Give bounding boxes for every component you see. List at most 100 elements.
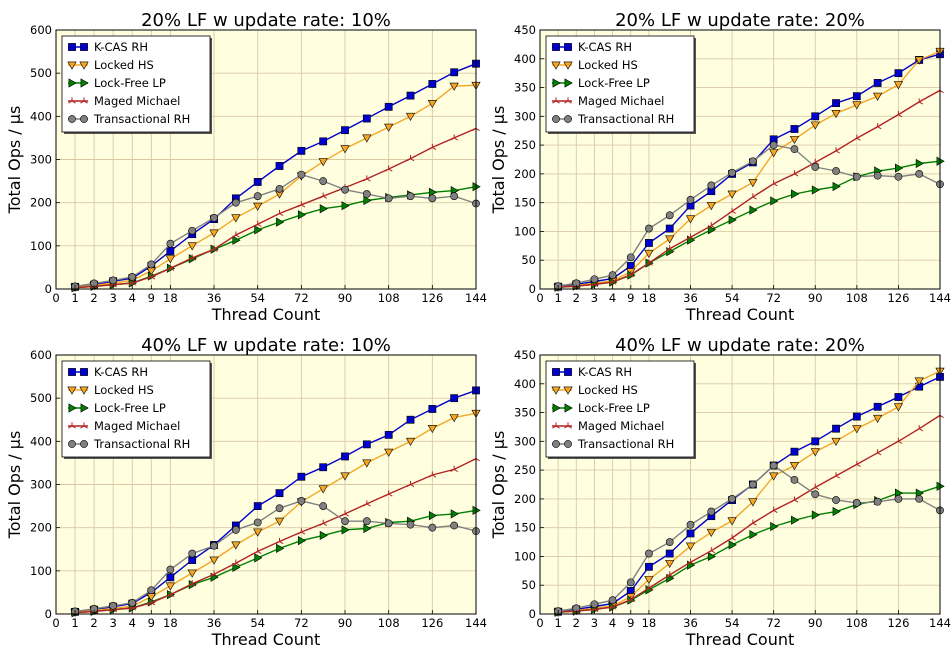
legend-marker xyxy=(564,78,573,88)
data-point xyxy=(608,278,617,285)
data-point xyxy=(789,462,800,471)
legend-marker xyxy=(564,97,572,104)
data-point xyxy=(297,201,306,208)
data-point xyxy=(686,529,695,538)
data-point xyxy=(749,193,757,200)
data-point xyxy=(428,405,437,413)
data-point xyxy=(707,225,717,235)
chart-panel: 0 1 2 3 4 9 18 36 54 72 90 108 126 144050100150200250… xyxy=(489,10,951,324)
y-tick-label: 500 xyxy=(30,391,52,405)
data-point xyxy=(626,596,635,603)
data-point xyxy=(832,181,841,192)
data-point xyxy=(253,518,262,527)
data-point xyxy=(749,529,758,540)
x-axis-label: Thread Count xyxy=(685,630,795,649)
data-point xyxy=(319,177,328,185)
data-point xyxy=(832,147,840,154)
x-tick-label: 0 xyxy=(536,616,543,630)
y-tick-label: 200 xyxy=(30,196,52,210)
data-point xyxy=(188,226,197,235)
data-point xyxy=(147,599,156,606)
data-point xyxy=(811,483,820,490)
x-tick-label: 54 xyxy=(250,291,265,305)
data-point xyxy=(832,424,840,433)
x-tick-label: 144 xyxy=(929,616,951,630)
x-tick-label: 144 xyxy=(929,291,951,305)
data-point xyxy=(253,220,262,227)
legend-marker xyxy=(564,403,573,413)
data-point xyxy=(665,559,675,569)
data-point xyxy=(832,99,840,107)
data-point xyxy=(210,245,218,252)
data-point xyxy=(727,517,737,526)
x-tick-label: 90 xyxy=(338,616,353,630)
chart-title: 20% LF w update rate: 20% xyxy=(615,10,865,31)
data-point xyxy=(297,210,307,220)
y-tick-label: 200 xyxy=(514,167,536,181)
data-point xyxy=(811,490,820,499)
x-tick-label: 90 xyxy=(808,291,823,305)
legend-marker xyxy=(80,97,88,104)
data-point xyxy=(706,528,716,537)
y-tick-label: 100 xyxy=(30,564,52,578)
y-tick-label: 300 xyxy=(514,434,536,448)
x-tick-label: 3 xyxy=(591,291,598,305)
data-point xyxy=(749,205,758,215)
data-point xyxy=(608,603,617,610)
data-point xyxy=(686,520,695,529)
y-tick-label: 250 xyxy=(514,463,536,477)
data-point xyxy=(109,276,118,285)
data-point xyxy=(362,175,371,182)
data-point xyxy=(449,82,459,91)
data-point xyxy=(428,510,438,521)
legend-label: K-CAS RH xyxy=(578,40,632,54)
data-point xyxy=(187,242,197,251)
y-tick-label: 450 xyxy=(514,348,536,362)
data-point xyxy=(608,271,617,280)
data-point xyxy=(109,601,118,610)
data-point xyxy=(210,570,218,577)
legend-label: Lock-Free LP xyxy=(578,76,650,90)
data-point xyxy=(790,125,799,133)
data-point xyxy=(341,201,350,211)
legend-label: K-CAS RH xyxy=(94,365,148,379)
data-point xyxy=(590,275,599,284)
legend-marker xyxy=(68,78,77,88)
data-point xyxy=(275,162,284,170)
chart-panel: 0 1 2 3 4 9 18 36 54 72 90 108 126 144010020030040050… xyxy=(5,335,487,649)
data-point xyxy=(384,490,393,497)
data-point xyxy=(852,499,861,507)
data-point xyxy=(665,538,674,546)
data-point xyxy=(450,394,459,403)
data-point xyxy=(811,437,820,446)
x-axis-label: Thread Count xyxy=(211,305,321,324)
data-point xyxy=(362,517,371,526)
data-point xyxy=(147,260,156,269)
data-point xyxy=(231,198,240,207)
x-tick-label: 1 xyxy=(71,616,78,630)
legend-label: Transactional RH xyxy=(93,112,190,126)
data-point xyxy=(769,461,778,470)
data-point xyxy=(297,146,306,155)
x-tick-label: 36 xyxy=(683,291,698,305)
data-point xyxy=(790,170,799,177)
legend-label: Locked HS xyxy=(578,58,638,72)
data-point xyxy=(363,195,372,206)
data-point xyxy=(915,98,924,105)
data-point xyxy=(254,225,263,235)
y-axis-label: Total Ops / μs xyxy=(5,431,24,540)
data-point xyxy=(341,185,349,194)
x-tick-label: 3 xyxy=(109,616,116,630)
data-point xyxy=(873,402,882,411)
x-tick-label: 18 xyxy=(163,616,178,630)
data-point xyxy=(450,68,459,77)
data-point xyxy=(341,517,349,526)
legend-marker xyxy=(564,115,572,123)
data-point xyxy=(253,202,263,211)
data-point xyxy=(790,475,799,484)
legend-marker xyxy=(68,97,76,104)
data-point xyxy=(749,519,757,526)
x-tick-label: 2 xyxy=(573,291,580,305)
data-point xyxy=(707,551,717,562)
data-point xyxy=(450,521,459,530)
